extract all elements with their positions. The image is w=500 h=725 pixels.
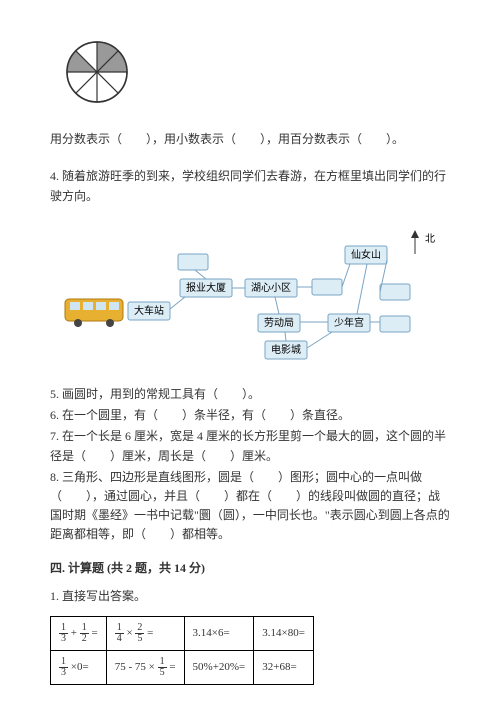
q7: 7. 在一个长是 6 厘米，宽是 4 厘米的长方形里剪一个最大的圆，这个圆的半径… [50, 427, 450, 465]
cell-r2c3: 50%+20%= [184, 650, 254, 684]
node-bus-station: 大车站 [134, 304, 164, 317]
q3-text: 用分数表示（ ），用小数表示（ ），用百分数表示（ ）。 [50, 130, 450, 149]
node-mountain: 仙女山 [351, 248, 381, 261]
cell-r2c2: 75 - 75 × 15 = [106, 650, 184, 684]
node-youth: 少年宫 [334, 316, 364, 329]
section4-title: 四. 计算题 (共 2 题，共 14 分) [50, 559, 450, 578]
q6: 6. 在一个圆里，有（ ）条半径，有（ ）条直径。 [50, 406, 450, 425]
q5: 5. 画圆时，用到的常规工具有（ ）。 [50, 385, 450, 404]
node-labor: 劳动局 [264, 316, 294, 329]
cell-r2c1: 13 ×0= [51, 650, 107, 684]
q-calc1: 1. 直接写出答案。 [50, 587, 450, 606]
cell-r1c3: 3.14×6= [184, 616, 254, 650]
pie-chart [65, 40, 450, 110]
cell-r2c4: 32+68= [254, 650, 314, 684]
route-diagram: 北 大车站 报业大厦 湖心小区 劳动局 电影城 少年宫 仙女山 [50, 224, 450, 370]
q8: 8. 三角形、四边形是直线图形，圆是（ ）图形；圆中心的一点叫做（ ），通过圆心… [50, 468, 450, 545]
cell-r1c4: 3.14×80= [254, 616, 314, 650]
node-hexin: 湖心小区 [251, 282, 291, 294]
node-building: 报业大厦 [186, 281, 226, 294]
calc-table: 13 + 12 = 14 × 25 = 3.14×6= 3.14×80= 13 … [50, 616, 314, 685]
node-cinema: 电影城 [271, 343, 301, 356]
north-label: 北 [425, 233, 435, 245]
q4-text: 4. 随着旅游旺季的到来，学校组织同学们去春游，在方框里填出同学们的行驶方向。 [50, 167, 450, 205]
cell-r1c2: 14 × 25 = [106, 616, 184, 650]
cell-r1c1: 13 + 12 = [51, 616, 107, 650]
